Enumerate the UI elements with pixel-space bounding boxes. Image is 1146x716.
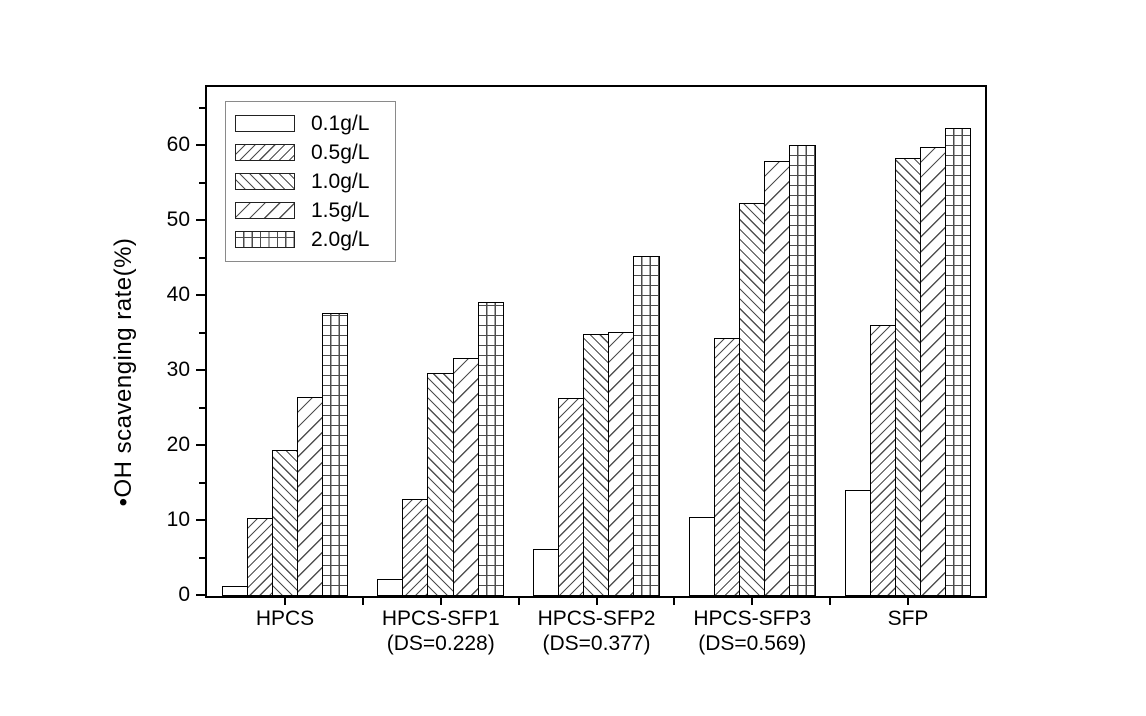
x-category-label: HPCS-SFP3 (DS=0.569) xyxy=(632,606,872,656)
x-axis-tick xyxy=(439,598,442,605)
bar-hpcs-0-1g-l xyxy=(221,586,249,596)
legend-swatch-2-0g-l xyxy=(235,231,295,248)
bar-hpcs-1-5g-l xyxy=(296,397,324,596)
legend-item: 2.0g/L xyxy=(235,225,395,254)
y-major-tick xyxy=(196,219,205,221)
bar-hpcs-sfp2-2-0g-l xyxy=(633,255,660,596)
y-major-tick xyxy=(196,294,205,296)
y-tick-label: 30 xyxy=(166,358,190,381)
legend-swatch-1-5g-l xyxy=(235,202,295,219)
bar-hpcs-0-5g-l xyxy=(246,518,274,596)
legend-swatch-0-1g-l xyxy=(235,115,295,132)
legend-label: 1.0g/L xyxy=(311,169,370,193)
x-axis-tick xyxy=(284,598,286,605)
legend-swatch-1-0g-l xyxy=(235,173,295,190)
x-axis-tick xyxy=(829,598,832,605)
y-tick-label: 40 xyxy=(166,283,190,306)
y-minor-tick xyxy=(199,331,205,334)
x-category-label: HPCS xyxy=(165,606,405,631)
bar-hpcs-sfp3-2-0g-l xyxy=(789,145,816,596)
bar-hpcs-sfp3-0-5g-l xyxy=(713,338,741,596)
y-minor-tick xyxy=(199,256,205,259)
legend-label: 2.0g/L xyxy=(311,227,370,251)
y-tick-label: 60 xyxy=(166,133,190,156)
x-category-name: SFP xyxy=(887,607,929,630)
x-axis-tick xyxy=(595,598,598,605)
y-tick-label: 50 xyxy=(166,208,190,231)
x-category-ds: (DS=0.377) xyxy=(542,632,651,655)
legend-item: 0.1g/L xyxy=(235,109,395,138)
legend-item: 1.5g/L xyxy=(235,196,395,225)
x-category-label: HPCS-SFP1 (DS=0.228) xyxy=(321,606,561,656)
bar-hpcs-sfp2-0-1g-l xyxy=(533,548,560,596)
y-tick-label: 0 xyxy=(178,583,190,606)
y-minor-tick xyxy=(199,181,205,184)
plot-area: 0.1g/L 0.5g/L 1.0g/L 1.5g/L 2.0g/L xyxy=(196,85,987,605)
x-axis-tick xyxy=(361,598,364,605)
x-category-name: HPCS-SFP2 xyxy=(537,607,656,630)
bar-hpcs-sfp1-2-0g-l xyxy=(477,302,505,596)
bar-sfp-0-1g-l xyxy=(844,489,872,596)
legend-swatch-0-5g-l xyxy=(235,144,295,161)
y-minor-tick xyxy=(199,106,205,109)
bar-sfp-2-0g-l xyxy=(944,128,972,596)
legend-label: 1.5g/L xyxy=(311,198,370,222)
y-minor-tick xyxy=(199,556,205,559)
bar-hpcs-sfp1-1-5g-l xyxy=(452,357,480,596)
legend-label: 0.1g/L xyxy=(311,111,370,135)
legend-label: 0.5g/L xyxy=(311,140,370,164)
bar-sfp-0-5g-l xyxy=(869,325,897,596)
x-axis-tick xyxy=(907,598,909,605)
bar-hpcs-sfp3-1-5g-l xyxy=(764,161,791,596)
bar-hpcs-2-0g-l xyxy=(321,312,349,596)
y-minor-tick xyxy=(199,406,205,409)
y-major-tick xyxy=(196,519,205,521)
x-category-name: HPCS-SFP3 xyxy=(693,607,812,630)
bar-hpcs-1-0g-l xyxy=(271,449,299,596)
legend-item: 0.5g/L xyxy=(235,138,395,167)
y-tick-label: 10 xyxy=(166,508,190,531)
x-category-name: HPCS xyxy=(255,607,315,630)
y-major-tick xyxy=(196,369,205,371)
bar-hpcs-sfp1-0-1g-l xyxy=(377,578,404,596)
x-axis-tick xyxy=(673,598,676,605)
bar-hpcs-sfp2-0-5g-l xyxy=(558,398,585,596)
x-axis-tick xyxy=(517,598,520,605)
y-tick-label: 20 xyxy=(166,433,190,456)
bar-hpcs-sfp2-1-0g-l xyxy=(583,334,610,596)
x-category-ds: (DS=0.569) xyxy=(698,632,807,655)
bar-sfp-1-0g-l xyxy=(894,158,922,596)
y-major-tick xyxy=(196,144,205,146)
x-axis-tick xyxy=(751,598,754,605)
bar-hpcs-sfp1-1-0g-l xyxy=(427,373,455,596)
bar-hpcs-sfp3-0-1g-l xyxy=(688,517,716,596)
bar-hpcs-sfp3-1-0g-l xyxy=(738,203,766,596)
legend-item: 1.0g/L xyxy=(235,167,395,196)
y-major-tick xyxy=(196,594,205,596)
x-category-label: HPCS-SFP2 (DS=0.377) xyxy=(477,606,717,656)
bar-hpcs-sfp1-0-5g-l xyxy=(402,498,429,596)
x-category-name: HPCS-SFP1 xyxy=(381,607,500,630)
legend: 0.1g/L 0.5g/L 1.0g/L 1.5g/L 2.0g/L xyxy=(225,101,396,262)
x-category-label: SFP xyxy=(788,606,1028,631)
bar-hpcs-sfp2-1-5g-l xyxy=(608,332,635,596)
bar-sfp-1-5g-l xyxy=(919,146,947,596)
y-major-tick xyxy=(196,444,205,446)
x-category-ds: (DS=0.228) xyxy=(386,632,495,655)
y-minor-tick xyxy=(199,481,205,484)
